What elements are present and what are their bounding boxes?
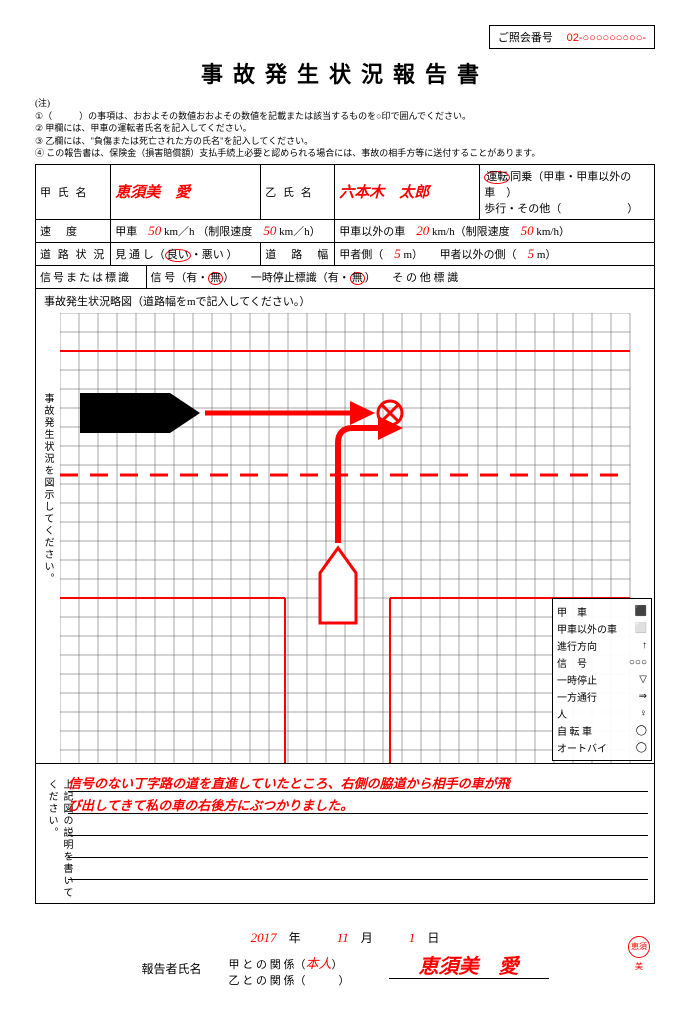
diagram-side-label: 事故発生状況を図示してください︒ xyxy=(40,393,55,585)
visibility-cell: 見 通 し（良い・悪い ） xyxy=(111,242,261,265)
other-speed-cell: 甲車以外の車 20 km/h（制限速度 50 km/h） xyxy=(335,219,655,242)
ref-label: ご照会番号 xyxy=(498,32,553,44)
otsu-name-value: 六本木 太郎 xyxy=(339,185,429,201)
relation-1: 本人 xyxy=(306,956,332,971)
legend-symbol-moto: ◯ xyxy=(636,742,647,753)
legend-box: 甲 車⬛甲車以外の車⬜進行方向↑信 号○○○一時停止▽一方通行⇒人♀自 転 車◯… xyxy=(552,598,652,761)
signal-cell: 信 号（有・無） 一時停止標識（有・無） そ の 他 標 識 xyxy=(146,266,654,288)
speed-label: 速 度 xyxy=(36,219,111,242)
legend-symbol-oneway: ⇒ xyxy=(639,691,647,702)
legend-label: 進行方向 xyxy=(557,638,597,653)
document-title: 事故発生状況報告書 xyxy=(35,57,655,89)
desc-line-2: び出してきて私の車の右後方にぶつかりました。 xyxy=(68,798,353,813)
desc-line-1: 信号のない丁字路の道を直進していたところ、右側の脇道から相手の車が飛 xyxy=(68,776,510,791)
other-width: 5 xyxy=(528,246,535,261)
note-1: ①（ ）の事項は、おおよその数値おおよその数値を記載または該当するものを○印で囲… xyxy=(35,111,471,121)
legend-symbol-bike: ◯ xyxy=(636,725,647,736)
row-signal: 信号または標識 信 号（有・無） 一時停止標識（有・無） そ の 他 標 識 xyxy=(36,265,655,288)
desc-line-4 xyxy=(68,836,648,858)
legend-row: 信 号 ○○○ xyxy=(557,654,647,671)
status-circled: 運転 xyxy=(484,171,510,184)
other-speed: 20 xyxy=(416,223,429,238)
legend-row: オートバイ ◯ xyxy=(557,739,647,756)
seal-stamp: 恵須美 xyxy=(628,936,650,958)
relation-2: 乙 と の 関 係（ ） xyxy=(229,975,350,987)
legend-label: 甲 車 xyxy=(557,604,587,619)
road-width-cell: 甲者側（ 5 m） 甲者以外の側（ 5 m） xyxy=(335,242,655,265)
legend-row: 人♀ xyxy=(557,705,647,722)
legend-label: オートバイ xyxy=(557,740,607,755)
desc-line-5 xyxy=(68,858,648,880)
kou-limit: 50 xyxy=(263,223,276,238)
signal-value: 無 xyxy=(208,272,223,285)
legend-label: 一時停止 xyxy=(557,672,597,687)
kou-name-label: 甲 氏 名 xyxy=(36,164,111,219)
road-width-label: 道 路 幅 xyxy=(261,242,335,265)
kou-width: 5 xyxy=(394,246,401,261)
diagram-grid-area: 事故発生状況を図示してください︒ 甲 車 ⬛ 甲車以外の車 ⬜ 進行方向 ↑ 信 号 ○○○ 一… xyxy=(36,313,654,763)
legend-label: 人 xyxy=(557,706,567,721)
notes-head: (注) xyxy=(35,98,50,108)
reporter-row: 報告者氏名 甲 と の 関 係（本人） 乙 と の 関 係（ ） 恵須美 愛 xyxy=(35,950,655,988)
stop-value: 無 xyxy=(350,272,365,285)
reference-box: ご照会番号 02-○○○○○○○○○- xyxy=(489,25,655,49)
main-table: 甲 氏 名 恵須美 愛 乙 氏 名 六本木 太郎 運転同乗（甲車・甲車以外の車 … xyxy=(35,164,655,764)
row-speed: 速 度 甲車 50 km／h （制限速度 50 km／h） 甲車以外の車 20 … xyxy=(36,219,655,242)
kou-name-value: 恵須美 愛 xyxy=(115,185,190,201)
legend-symbol-stop: ▽ xyxy=(639,674,647,685)
row-road: 道 路 状 況 見 通 し（良い・悪い ） 道 路 幅 甲者側（ 5 m） 甲者… xyxy=(36,242,655,265)
kou-speed: 50 xyxy=(148,223,161,238)
visibility-good: 良い xyxy=(165,249,191,262)
legend-row: 一時停止 ▽ xyxy=(557,671,647,688)
legend-row: 甲車以外の車 ⬜ xyxy=(557,620,647,637)
legend-row: 甲 車 ⬛ xyxy=(557,603,647,620)
year: 2017 xyxy=(251,930,277,945)
other-limit: 50 xyxy=(521,223,534,238)
description-area: 上記図の説明を書いてください︒ 信号のない丁字路の道を直進していたところ、右側の… xyxy=(35,764,655,904)
note-3: ③ 乙欄には、"負傷または死亡された方の氏名"を記入してください。 xyxy=(35,136,313,146)
legend-symbol-pentagon-white: ⬜ xyxy=(635,623,647,634)
month: 11 xyxy=(337,930,349,945)
legend-row: 一方通行 ⇒ xyxy=(557,688,647,705)
row-diagram: 事故発生状況略図（道路幅をmで記入してください。） 事故発生状況を図示してくださ… xyxy=(36,288,655,763)
row-names: 甲 氏 名 恵須美 愛 乙 氏 名 六本木 太郎 運転同乗（甲車・甲車以外の車 … xyxy=(36,164,655,219)
road-label: 道 路 状 況 xyxy=(36,242,111,265)
date-row: 2017 年 11 月 1 日 xyxy=(35,929,655,946)
day: 1 xyxy=(409,930,416,945)
legend-symbol-person: ♀ xyxy=(640,708,648,719)
legend-symbol-arrow: ↑ xyxy=(642,640,647,651)
status-cell: 運転同乗（甲車・甲車以外の車 ） 歩行・その他（ ） xyxy=(480,164,655,219)
footer: 2017 年 11 月 1 日 報告者氏名 甲 と の 関 係（本人） 乙 と … xyxy=(35,929,655,988)
legend-symbol-signal: ○○○ xyxy=(629,657,647,668)
note-2: ② 甲欄には、甲車の運転者氏名を記入してください。 xyxy=(35,123,252,133)
signal-label: 信号または標識 xyxy=(36,266,146,288)
ref-number: 02-○○○○○○○○○- xyxy=(567,32,646,44)
otsu-name-label: 乙 氏 名 xyxy=(261,164,335,219)
legend-row: 自 転 車 ◯ xyxy=(557,722,647,739)
legend-label: 一方通行 xyxy=(557,689,597,704)
notes-block: (注) ①（ ）の事項は、おおよその数値おおよその数値を記載または該当するものを… xyxy=(35,97,655,160)
desc-line-3 xyxy=(68,814,648,836)
legend-row: 進行方向 ↑ xyxy=(557,637,647,654)
diagram-title: 事故発生状況略図（道路幅をmで記入してください。） xyxy=(36,289,654,313)
reporter-signature: 恵須美 愛 xyxy=(389,956,549,979)
legend-label: 自 転 車 xyxy=(557,723,592,738)
legend-label: 信 号 xyxy=(557,655,587,670)
legend-symbol-pentagon-black: ⬛ xyxy=(635,606,647,617)
note-4: ④ この報告書は、保険金（損害賠償額）支払手続上必要と認められる場合には、事故の… xyxy=(35,148,540,158)
legend-label: 甲車以外の車 xyxy=(557,621,617,636)
kou-speed-cell: 甲車 50 km／h （制限速度 50 km／h） xyxy=(111,219,335,242)
